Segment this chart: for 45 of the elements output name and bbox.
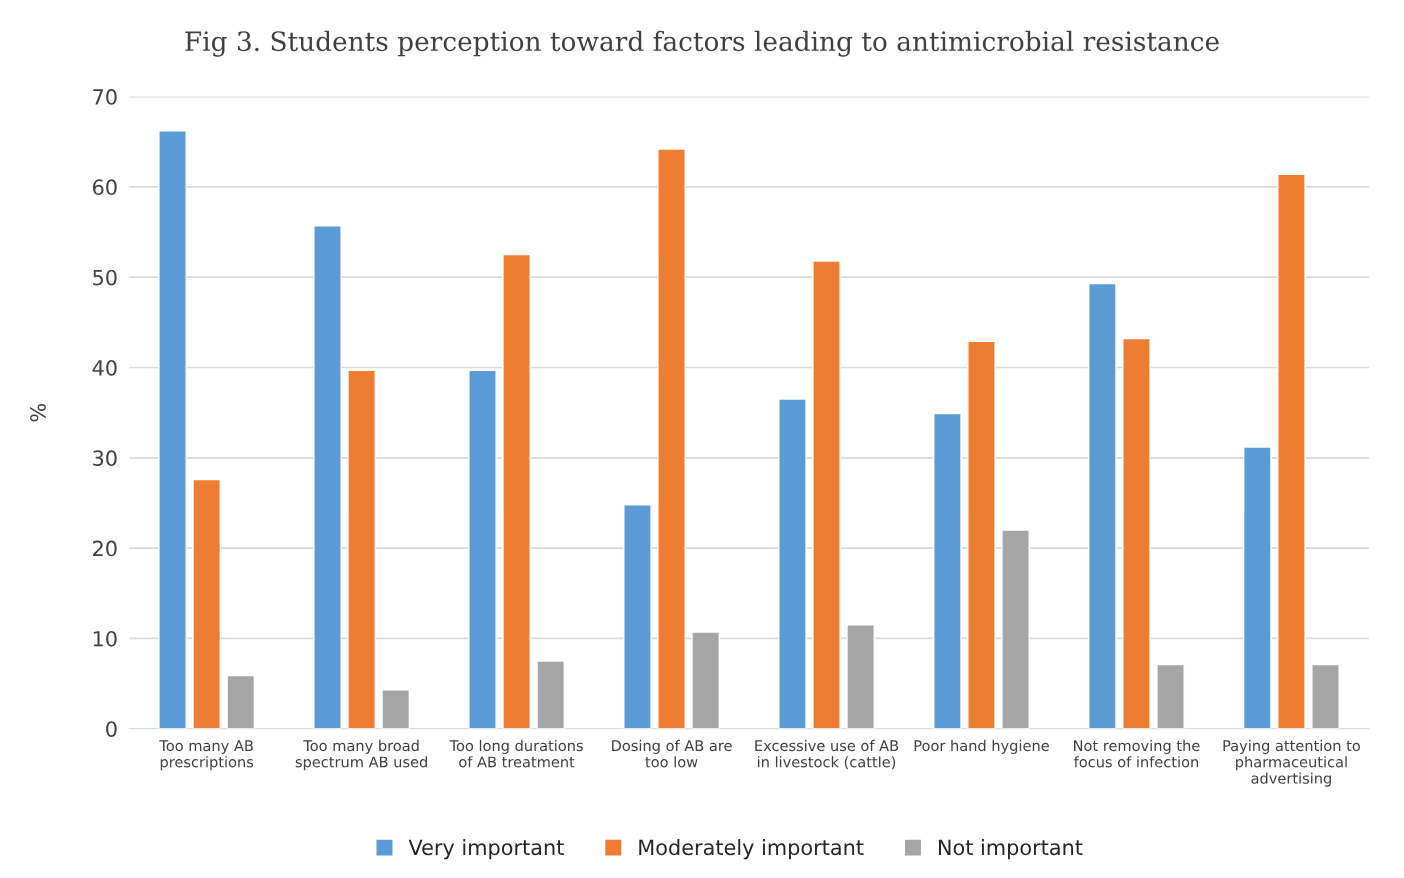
bar bbox=[226, 674, 256, 729]
y-tick-label: 20 bbox=[93, 540, 117, 557]
bar bbox=[1311, 663, 1340, 729]
x-tick-label: Excessive use of AB in livestock (cattle) bbox=[755, 739, 899, 770]
bar bbox=[536, 660, 566, 729]
bar bbox=[158, 130, 187, 729]
y-tick-label: 60 bbox=[93, 179, 117, 196]
bar bbox=[1088, 282, 1117, 729]
bar bbox=[1242, 446, 1272, 729]
chart-title: Fig 3. Students perception toward factors leading to antimicrobial resistance bbox=[185, 30, 1219, 57]
x-tick-label: Too many AB prescriptions bbox=[159, 740, 254, 771]
legend-label: Not important bbox=[938, 839, 1083, 860]
legend-label: Moderately important bbox=[639, 839, 864, 860]
bar bbox=[657, 148, 686, 729]
bar bbox=[846, 624, 875, 729]
y-tick-label: 10 bbox=[93, 630, 117, 647]
y-tick-label: 70 bbox=[93, 89, 117, 105]
bar bbox=[691, 631, 720, 729]
x-tick-label: Not removing the focus of infection bbox=[1073, 739, 1200, 768]
bar bbox=[381, 689, 411, 729]
bar bbox=[313, 225, 342, 729]
bar bbox=[1122, 337, 1151, 729]
y-tick-label: 50 bbox=[93, 269, 117, 286]
bar bbox=[1001, 529, 1030, 729]
bar bbox=[812, 260, 841, 729]
bar bbox=[192, 478, 221, 729]
x-tick-label: Paying attention to pharmaceutical advertising bbox=[1223, 739, 1360, 787]
bar bbox=[778, 398, 807, 729]
y-axis-title: % bbox=[30, 403, 46, 422]
bar bbox=[623, 504, 652, 729]
bar bbox=[1277, 173, 1306, 729]
y-tick-label: 40 bbox=[92, 359, 117, 376]
bar bbox=[468, 369, 497, 729]
x-tick-label: Too long durations of AB treatment bbox=[449, 739, 583, 768]
bar bbox=[933, 412, 962, 729]
x-tick-label: Dosing of AB are too low bbox=[612, 739, 732, 768]
bar bbox=[502, 253, 531, 729]
y-tick-label: 30 bbox=[93, 450, 117, 467]
x-tick-label: Too many broad spectrum AB used bbox=[295, 739, 427, 771]
bar bbox=[1156, 663, 1185, 729]
x-tick-label: Poor hand hygiene bbox=[914, 739, 1049, 754]
bar bbox=[347, 369, 376, 729]
legend-label: Very important bbox=[408, 839, 564, 860]
y-tick-label: 0 bbox=[106, 721, 117, 737]
bar bbox=[967, 340, 996, 729]
